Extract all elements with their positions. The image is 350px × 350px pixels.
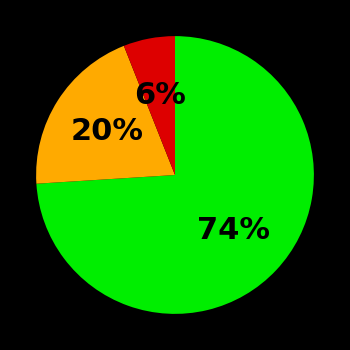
- Wedge shape: [36, 36, 314, 314]
- Text: 6%: 6%: [134, 81, 186, 110]
- Text: 20%: 20%: [70, 117, 144, 146]
- Text: 74%: 74%: [197, 216, 270, 245]
- Wedge shape: [36, 46, 175, 184]
- Wedge shape: [124, 36, 175, 175]
